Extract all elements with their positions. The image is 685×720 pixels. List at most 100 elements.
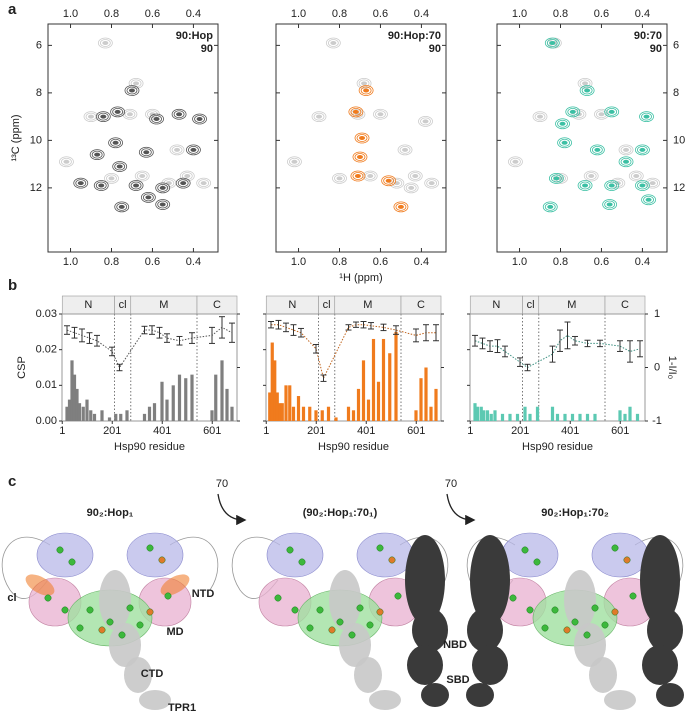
x-tick-label: 0.4 [186,8,201,20]
peak-contour [157,183,169,192]
residue-dot [611,608,619,616]
ntd [266,532,324,578]
x-tick-label: 0.8 [332,256,347,268]
peak-contour [618,144,634,156]
peak [63,159,70,164]
bar [635,413,640,421]
bar [89,410,93,421]
bar [308,406,312,421]
x-tick-label: 401 [153,425,171,437]
peak-contour [426,179,438,188]
plot-frame [275,23,447,253]
peak-contour [620,145,632,154]
bar [424,367,428,421]
residue-dot [306,624,314,632]
peak-contour [635,144,650,156]
domain-label: N [84,299,92,311]
peak [582,183,589,188]
bar [578,413,582,421]
peak-contour [594,108,609,120]
bar [280,403,284,421]
y-axis-label: CSP [16,356,28,379]
peak-contour [358,85,374,96]
x-tick-label: 1.0 [63,256,78,268]
residue-dot [591,604,599,612]
hop [124,657,152,693]
peak-contour [112,107,124,116]
peak-contour [641,112,652,121]
y-tick-label: 8 [673,87,679,99]
x-tick-label: 1.0 [291,8,306,20]
peak-contour [409,172,421,180]
peak-contour [194,115,205,123]
peak-contour [186,144,201,156]
residue-dot [56,546,64,554]
bar [320,410,324,421]
bar [70,360,74,421]
bar [284,385,288,421]
peak-contour [399,145,411,154]
bar [107,417,112,421]
peak [330,41,337,45]
x-tick-label: 0.8 [553,256,568,268]
hop [589,657,617,693]
peak-contour [612,179,624,188]
peak-contour [508,156,523,168]
peak-contour [311,111,327,123]
domain-label: CTD [141,668,164,680]
peak-contour [628,170,644,182]
domain-label: C [213,299,221,311]
bar [160,381,164,421]
hop-contact [160,574,190,596]
domain-label: cl [7,592,16,604]
peak-contour [59,156,74,168]
bar [628,406,632,421]
peak [643,114,650,119]
peak-contour [89,149,105,161]
peak [128,88,135,93]
bar [528,413,532,421]
peak-contour [112,161,128,172]
residue-dot [629,592,637,600]
bar [394,331,398,421]
bar [535,406,540,421]
peak [608,109,615,114]
peak [606,202,613,207]
arrow [217,493,247,526]
peak-contour [397,144,413,156]
bar [475,406,480,421]
peak-contour [140,148,152,157]
peak-contour [358,79,370,88]
peak [623,159,630,164]
hop [109,623,141,667]
peak-contour [352,172,364,180]
residue-dot [328,626,336,634]
peak [139,174,146,178]
peak-contour [124,110,136,119]
panel-label: a [8,1,17,18]
peak-contour [169,144,185,156]
x-tick-label: 201 [511,425,529,437]
peak-contour [95,111,111,123]
x-axis-label: Hsp90 residue [318,441,389,453]
peak-contour [630,172,642,180]
bar [388,353,392,421]
peak-contour [395,202,407,211]
domain-label: M [363,299,372,311]
x-tick-label: 0.4 [414,256,429,268]
bar [278,403,282,421]
peak [363,88,370,93]
residue-dot [158,556,166,564]
y2-tick-label: 0 [654,361,660,373]
bar [346,406,351,421]
residue-dot [298,558,306,566]
peak-contour [75,179,87,188]
peak-contour [354,153,366,161]
peak-contour [645,177,661,189]
domain-label: cl [323,299,331,311]
bar [500,413,505,421]
residue-dot [164,592,172,600]
domain-label: C [621,299,629,311]
hsp70 [407,645,443,685]
peak [174,147,181,152]
